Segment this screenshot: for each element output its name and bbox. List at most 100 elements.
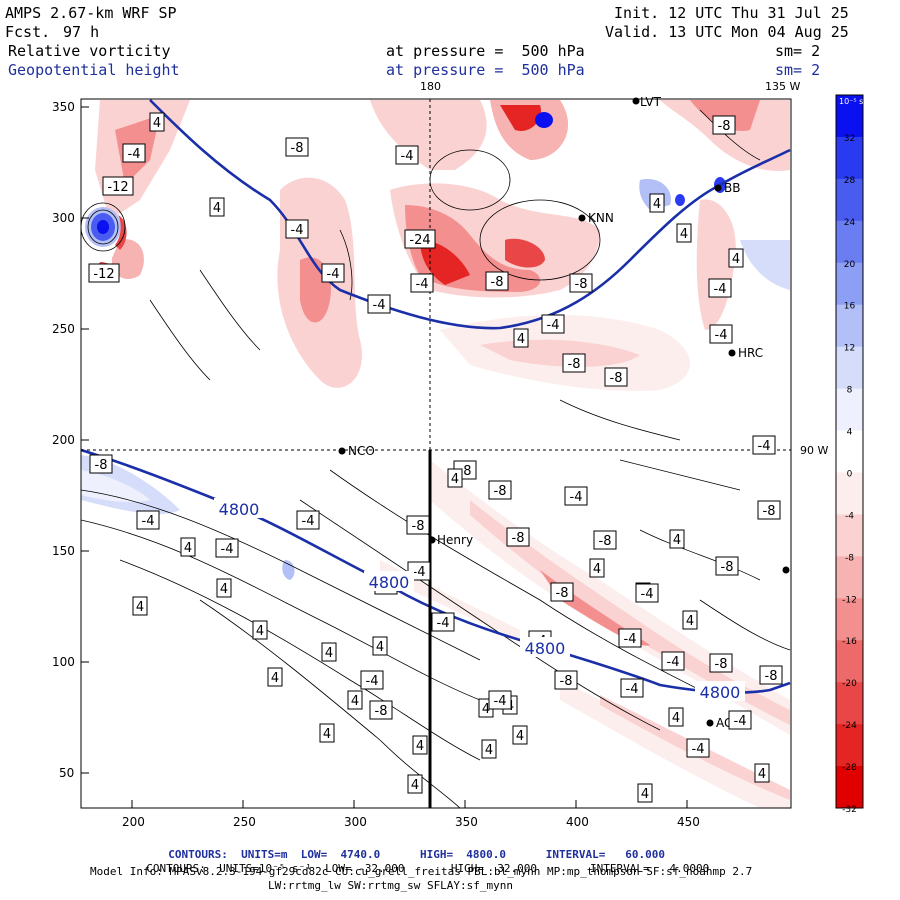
vort-label-box xyxy=(593,530,617,550)
colorbar-swatch xyxy=(836,472,863,515)
vort-label-text: 4 xyxy=(485,743,493,758)
vort-label-text: -4 xyxy=(416,277,429,292)
vort-label-text: 4 xyxy=(325,646,333,661)
colorbar-swatch xyxy=(836,640,863,683)
vort-label-text: -4 xyxy=(373,298,386,313)
forecast-label: Fcst. xyxy=(5,23,51,41)
vort-label-text: -4 xyxy=(142,514,155,529)
vort-label-text: -12 xyxy=(107,180,128,195)
colorbar-label: 24 xyxy=(844,218,856,228)
y-tick-250: 250 xyxy=(52,322,75,336)
vort-label-box xyxy=(637,783,653,803)
meridian-label-135w: 135 W xyxy=(765,80,801,93)
height-contours xyxy=(81,99,791,694)
footer-vorticity-contours: CONTOURS: UNITS=10⁻⁵ s⁻¹ LOW= -32.000 HI… xyxy=(133,852,709,874)
vort-label-box xyxy=(360,670,384,690)
vort-label-box xyxy=(488,690,512,710)
station-lvt-dot xyxy=(632,97,640,105)
colorbar-swatch xyxy=(836,178,863,222)
colorbar-frame xyxy=(835,94,864,809)
station-bb-dot xyxy=(714,184,722,192)
vort-label-box xyxy=(209,197,225,217)
station-lvt-label: LVT xyxy=(640,95,662,109)
colorbar-swatch xyxy=(836,514,863,557)
vort-label-text: -8 xyxy=(494,484,507,499)
station-knn-label: KNN xyxy=(588,211,614,225)
vort-label-box xyxy=(321,642,337,662)
vort-label-text: 4 xyxy=(153,116,161,131)
footer-vort-interval: INTERVAL= 4.0000 xyxy=(590,862,710,875)
vort-label-text: 4 xyxy=(686,614,694,629)
parallel-label-90w: 90 W xyxy=(800,444,829,457)
field2-level: at pressure = 500 hPa xyxy=(386,61,585,79)
vort-label-text: -4 xyxy=(221,542,234,557)
vort-label-box xyxy=(285,219,309,239)
station-knn-dot xyxy=(578,214,586,222)
vort-label-box xyxy=(410,273,434,293)
vort-label-text: -8 xyxy=(568,357,581,372)
field2-smoothing: sm= 2 xyxy=(775,61,821,79)
vort-label-box xyxy=(676,223,692,243)
vort-label-box xyxy=(682,610,698,630)
vort-label-box xyxy=(709,653,733,673)
vort-label-box xyxy=(728,248,744,268)
vort-label-text: -8 xyxy=(610,371,623,386)
vort-label-box xyxy=(369,700,393,720)
vort-label-box xyxy=(564,486,588,506)
vort-label-text: -8 xyxy=(765,669,778,684)
vort-label-text: -4 xyxy=(734,714,747,729)
footer-vort-low: LOW= -32.000 xyxy=(325,862,405,875)
vort-label-box xyxy=(319,723,335,743)
vort-label-box xyxy=(618,628,642,648)
init-time: Init. 12 UTC Thu 31 Jul 25 xyxy=(614,4,849,22)
vort-label-text: -8 xyxy=(575,277,588,292)
vort-label-text: -4 xyxy=(291,223,304,238)
y-tick-350: 350 xyxy=(52,100,75,114)
colorbar: 10⁻⁵ s⁻¹ 32 28 24 20 16 12 8 4 0 -4 -8 -12 -16 -20 -24 -… xyxy=(835,94,871,815)
vort-label-box xyxy=(589,558,605,578)
vort-label-box xyxy=(661,651,685,671)
vort-label-box xyxy=(321,263,345,283)
colorbar-label: 32 xyxy=(844,134,855,144)
vort-label-text: -8 xyxy=(599,534,612,549)
vort-label-text: -4 xyxy=(437,616,450,631)
colorbar-swatch xyxy=(836,430,863,473)
vort-label-box xyxy=(686,738,710,758)
colorbar-swatch xyxy=(836,682,863,725)
height-contour-labels: 4800 4800 4800 4800 xyxy=(214,498,745,702)
vort-label-text: 4 xyxy=(732,252,740,267)
vort-label-box xyxy=(404,229,436,249)
vort-label-text: -4 xyxy=(715,328,728,343)
model-title: AMPS 2.67-km WRF SP xyxy=(5,4,177,22)
footer-vort-high: HIGH= 32.000 xyxy=(450,862,538,875)
height-label-text: 4800 xyxy=(700,683,741,702)
colorbar-swatch xyxy=(836,262,863,306)
colorbar-label: -4 xyxy=(845,511,854,521)
colorbar-label: -16 xyxy=(842,637,857,647)
vort-label-text: 4 xyxy=(256,624,264,639)
vort-label-box xyxy=(715,556,739,576)
vort-label-box xyxy=(412,735,428,755)
y-tick-200: 200 xyxy=(52,433,75,447)
x-tick-200: 200 xyxy=(122,815,145,829)
vort-label-box xyxy=(347,690,363,710)
vort-label-box xyxy=(180,537,196,557)
colorbar-label: -24 xyxy=(842,721,857,731)
colorbar-label: -8 xyxy=(845,553,854,563)
vort-label-text: -4 xyxy=(626,682,639,697)
forecast-hours: 97 h xyxy=(63,23,100,41)
vort-label-text: -4 xyxy=(570,490,583,505)
vort-label-box xyxy=(712,115,736,135)
vort-label-text: 4 xyxy=(641,787,649,802)
vort-label-text: 4 xyxy=(516,729,524,744)
footer-height-label: CONTOURS: xyxy=(168,848,228,861)
vort-label-text: -8 xyxy=(412,519,425,534)
vort-label-text: -8 xyxy=(556,586,569,601)
vort-label-box xyxy=(620,678,644,698)
vort-label-box xyxy=(708,278,732,298)
vort-label-box xyxy=(367,294,391,314)
station-hrc-label: HRC xyxy=(738,346,763,360)
colorbar-swatch xyxy=(836,724,863,767)
colorbar-swatch xyxy=(836,598,863,641)
